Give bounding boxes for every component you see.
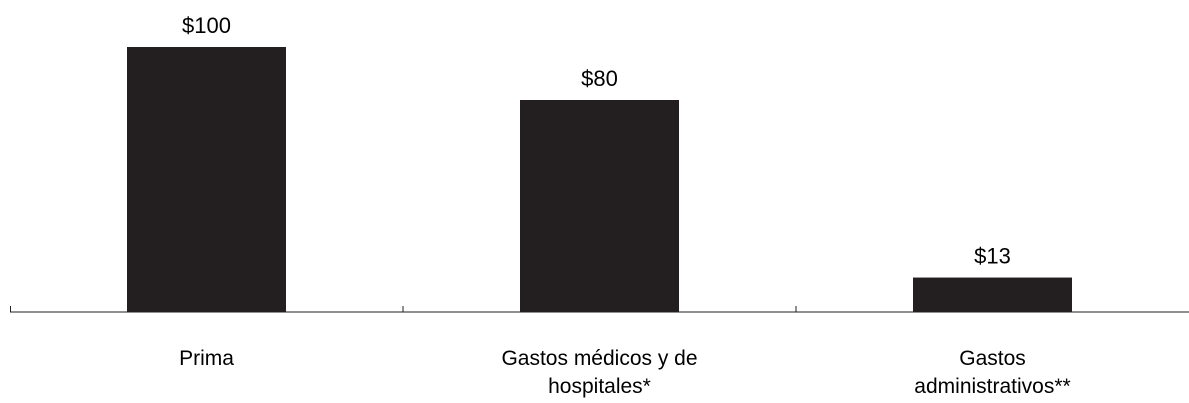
category-label-0: Prima [179, 347, 234, 370]
x-axis [10, 306, 1189, 313]
category-label-1: Gastos médicos y de hospitales* [501, 347, 697, 398]
value-labels-group: $100 $80 $13 [182, 13, 1011, 269]
bars-group [127, 47, 1072, 312]
bar-0 [127, 47, 286, 312]
value-label-0: $100 [182, 13, 231, 38]
bar-1 [520, 100, 679, 312]
category-label-2: Gastos administrativos** [914, 347, 1070, 398]
value-label-2: $13 [974, 244, 1011, 269]
category-labels-group: Prima Gastos médicos y de hospitales* Gasto… [179, 347, 1071, 398]
value-label-1: $80 [581, 66, 618, 91]
bar-2 [913, 277, 1072, 312]
